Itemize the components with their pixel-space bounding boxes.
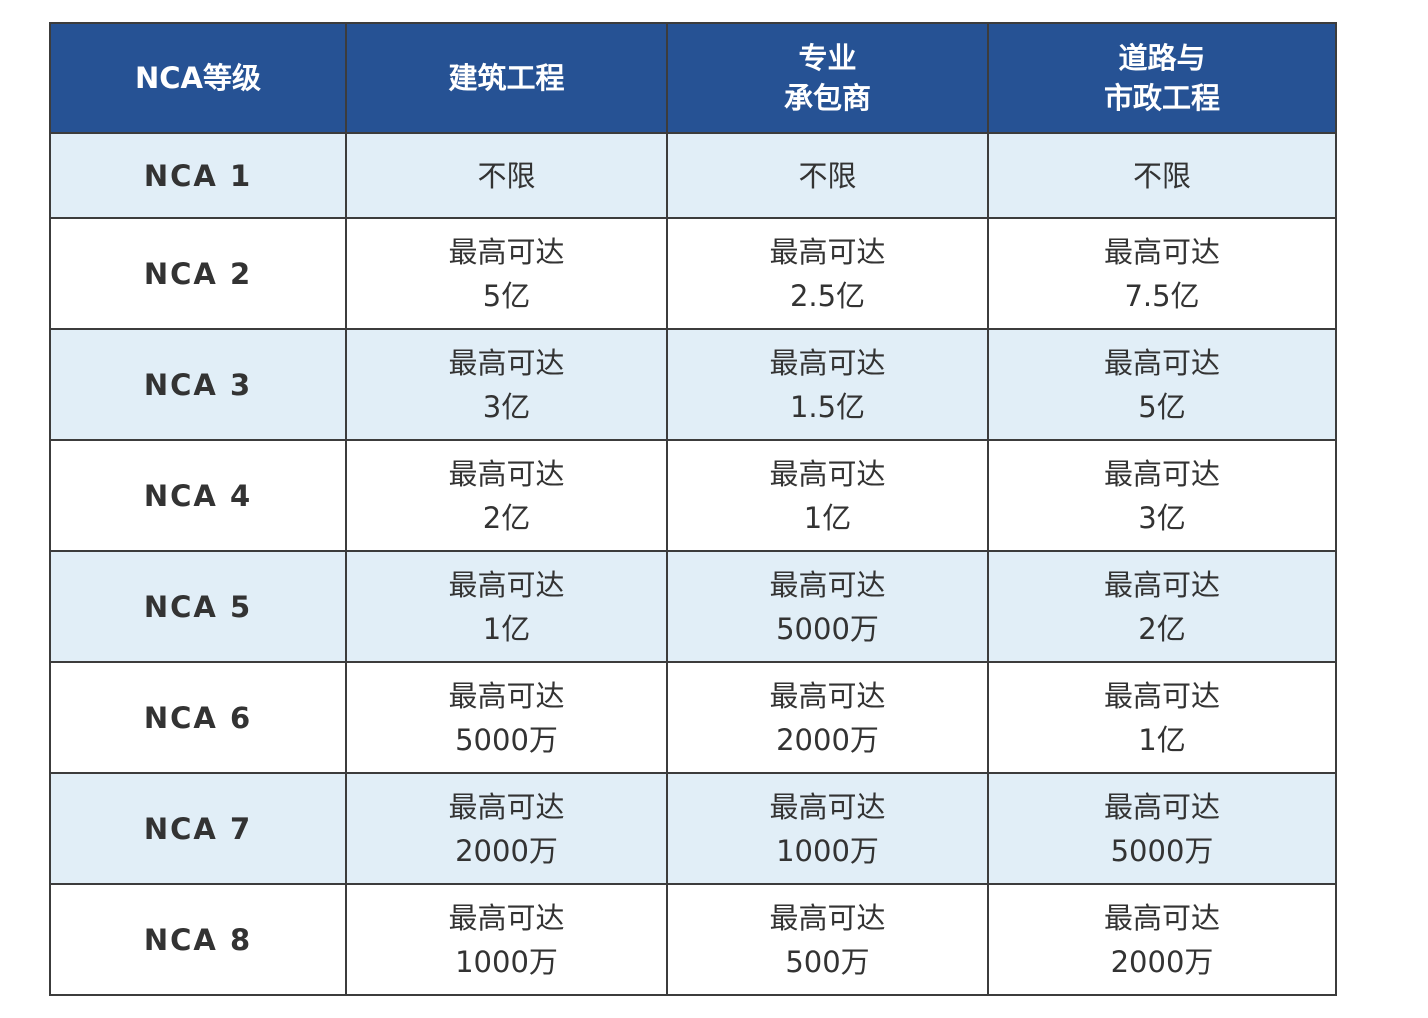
- cell-text-line: 5亿: [482, 278, 531, 313]
- value-cell: 最高可达 2000万: [666, 661, 989, 774]
- value-cell: 最高可达 2000万: [345, 772, 668, 885]
- value-cell: 最高可达 7.5亿: [987, 217, 1337, 330]
- value-cell: 不限: [345, 132, 668, 219]
- cell-text-line: 3亿: [482, 389, 531, 424]
- level-cell: NCA 7: [49, 772, 347, 885]
- cell-text-line: 最高可达: [448, 678, 565, 713]
- value-cell: 最高可达 2.5亿: [666, 217, 989, 330]
- cell-text-line: 专业: [798, 41, 857, 75]
- cell-text-line: 5000万: [455, 722, 558, 757]
- level-cell: NCA 6: [49, 661, 347, 774]
- table-row: NCA 4 最高可达 2亿 最高可达 1亿 最高可达 3亿: [49, 439, 1337, 552]
- cell-text-line: 3亿: [1138, 500, 1186, 535]
- cell-text-line: 1亿: [803, 500, 852, 535]
- cell-text-line: 最高可达: [769, 456, 886, 491]
- cell-text-line: 1000万: [455, 944, 558, 979]
- table-row: NCA 6 最高可达 5000万 最高可达 2000万 最高可达 1亿: [49, 661, 1337, 774]
- cell-text-line: 2亿: [482, 500, 531, 535]
- level-cell: NCA 4: [49, 439, 347, 552]
- level-cell: NCA 1: [49, 132, 347, 219]
- cell-text-line: 2亿: [1138, 611, 1186, 646]
- table-row: NCA 2 最高可达 5亿 最高可达 2.5亿 最高可达 7.5亿: [49, 217, 1337, 330]
- cell-text-line: 最高可达: [448, 456, 565, 491]
- cell-text-line: 最高可达: [769, 900, 886, 935]
- cell-text-line: 最高可达: [1103, 456, 1220, 491]
- value-cell: 最高可达 1.5亿: [666, 328, 989, 441]
- value-cell: 最高可达 2亿: [345, 439, 668, 552]
- value-cell: 最高可达 5000万: [666, 550, 989, 663]
- value-cell: 不限: [666, 132, 989, 219]
- level-cell: NCA 8: [49, 883, 347, 996]
- cell-text-line: 最高可达: [1103, 567, 1220, 602]
- cell-text-line: 最高可达: [448, 900, 565, 935]
- cell-text-line: 最高可达: [769, 789, 886, 824]
- header-row: NCA等级 建筑工程 专业 承包商 道路与 市政工程: [49, 22, 1337, 134]
- level-cell: NCA 5: [49, 550, 347, 663]
- value-cell: 最高可达 1000万: [345, 883, 668, 996]
- cell-text-line: 最高可达: [1103, 234, 1220, 269]
- cell-text-line: 1000万: [776, 833, 879, 868]
- cell-text-line: 最高可达: [448, 567, 565, 602]
- header-column: 建筑工程: [345, 22, 668, 134]
- cell-text-line: 承包商: [783, 81, 871, 115]
- value-cell: 最高可达 1000万: [666, 772, 989, 885]
- cell-text-line: 市政工程: [1103, 81, 1220, 115]
- cell-text-line: 建筑工程: [448, 61, 565, 95]
- value-cell: 最高可达 3亿: [345, 328, 668, 441]
- cell-text-line: 最高可达: [769, 678, 886, 713]
- header-column: 专业 承包商: [666, 22, 989, 134]
- value-cell: 不限: [987, 132, 1337, 219]
- value-cell: 最高可达 1亿: [666, 439, 989, 552]
- value-cell: 最高可达 2亿: [987, 550, 1337, 663]
- cell-text-line: 500万: [785, 944, 870, 979]
- cell-text-line: 最高可达: [1103, 900, 1220, 935]
- value-cell: 最高可达 500万: [666, 883, 989, 996]
- table-row: NCA 8 最高可达 1000万 最高可达 500万 最高可达 2000万: [49, 883, 1337, 996]
- cell-text-line: 2.5亿: [789, 278, 866, 313]
- cell-text-line: 不限: [477, 158, 536, 193]
- table-row: NCA 5 最高可达 1亿 最高可达 5000万 最高可达 2亿: [49, 550, 1337, 663]
- value-cell: 最高可达 5000万: [987, 772, 1337, 885]
- cell-text-line: 5000万: [1110, 833, 1214, 868]
- nca-grade-table: NCA等级 建筑工程 专业 承包商 道路与 市政工程 NCA 1 不限 不限 不限 NCA 2 最高…: [49, 22, 1337, 996]
- value-cell: 最高可达 2000万: [987, 883, 1337, 996]
- value-cell: 最高可达 5000万: [345, 661, 668, 774]
- cell-text-line: 2000万: [455, 833, 558, 868]
- cell-text-line: 最高可达: [1103, 789, 1220, 824]
- cell-text-line: 不限: [1132, 158, 1191, 193]
- value-cell: 最高可达 1亿: [345, 550, 668, 663]
- cell-text-line: 5000万: [776, 611, 879, 646]
- cell-text-line: 7.5亿: [1124, 278, 1200, 313]
- table-row: NCA 1 不限 不限 不限: [49, 132, 1337, 219]
- cell-text-line: 最高可达: [448, 789, 565, 824]
- cell-text-line: 5亿: [1138, 389, 1186, 424]
- cell-text-line: 最高可达: [448, 234, 565, 269]
- table-row: NCA 7 最高可达 2000万 最高可达 1000万 最高可达 5000万: [49, 772, 1337, 885]
- cell-text-line: 2000万: [1110, 944, 1214, 979]
- cell-text-line: 最高可达: [448, 345, 565, 380]
- value-cell: 最高可达 5亿: [987, 328, 1337, 441]
- cell-text-line: 最高可达: [1103, 345, 1220, 380]
- level-cell: NCA 2: [49, 217, 347, 330]
- level-cell: NCA 3: [49, 328, 347, 441]
- table-row: NCA 3 最高可达 3亿 最高可达 1.5亿 最高可达 5亿: [49, 328, 1337, 441]
- value-cell: 最高可达 1亿: [987, 661, 1337, 774]
- value-cell: 最高可达 5亿: [345, 217, 668, 330]
- cell-text-line: 1.5亿: [789, 389, 866, 424]
- cell-text-line: 最高可达: [1103, 678, 1220, 713]
- cell-text-line: 2000万: [776, 722, 879, 757]
- cell-text-line: 最高可达: [769, 345, 886, 380]
- cell-text-line: 最高可达: [769, 234, 886, 269]
- cell-text-line: 1亿: [1138, 722, 1186, 757]
- header-column: 道路与 市政工程: [987, 22, 1337, 134]
- cell-text-line: 道路与: [1118, 41, 1206, 75]
- cell-text-line: 不限: [798, 158, 857, 193]
- header-level: NCA等级: [49, 22, 347, 134]
- cell-text-line: 最高可达: [769, 567, 886, 602]
- cell-text-line: 1亿: [482, 611, 531, 646]
- value-cell: 最高可达 3亿: [987, 439, 1337, 552]
